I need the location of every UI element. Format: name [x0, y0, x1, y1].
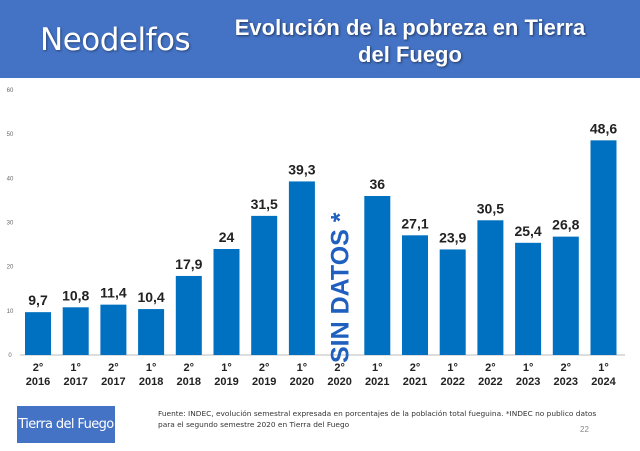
- data-label: 48,6: [590, 120, 617, 136]
- bar: [175, 275, 202, 355]
- y-tick-label: 0: [8, 353, 12, 359]
- bar: [100, 304, 127, 355]
- bar: [515, 242, 542, 355]
- x-tick-label: 2°: [410, 362, 421, 374]
- y-tick-label: 20: [7, 265, 14, 271]
- bar: [552, 236, 579, 355]
- page-number: 22: [580, 425, 589, 434]
- bar: [288, 181, 315, 355]
- x-tick-label: 2017: [101, 376, 125, 388]
- data-label: 10,8: [62, 287, 89, 303]
- data-label: 26,8: [552, 217, 579, 233]
- x-tick-label: 2021: [365, 376, 389, 388]
- bar: [477, 220, 504, 355]
- x-tick-label: 2°: [334, 362, 345, 374]
- x-tick-label: 2°: [561, 362, 572, 374]
- x-tick-label: 2°: [485, 362, 496, 374]
- x-tick-label: 2°: [259, 362, 270, 374]
- bar: [439, 249, 466, 355]
- x-tick-label: 2023: [554, 376, 578, 388]
- bar: [364, 196, 391, 355]
- x-tick-label: 2018: [177, 376, 201, 388]
- bar-chart: 0 10 20 30 40 50 60 9,7 2° 2016 10,8 1° 2017 11,4 2° 20…: [7, 88, 625, 388]
- x-tick-label: 1°: [372, 362, 383, 374]
- brand-logo: Neodelfos: [40, 22, 191, 58]
- x-tick-label: 2°: [184, 362, 195, 374]
- y-tick-label: 50: [7, 132, 14, 138]
- data-label: 39,3: [288, 161, 315, 177]
- bar: [402, 235, 428, 355]
- x-tick-label: 1°: [447, 362, 458, 374]
- x-tick-label: 2021: [403, 376, 427, 388]
- x-tick-label: 2019: [214, 376, 238, 388]
- bar: [138, 309, 165, 355]
- x-tick-label: 1°: [70, 362, 81, 374]
- data-label: 24: [219, 229, 235, 245]
- x-tick-label: 2018: [139, 376, 163, 388]
- x-tick-label: 2°: [108, 362, 119, 374]
- x-tick-label: 2017: [63, 376, 87, 388]
- source-note: Fuente: INDEC, evolución semestral expre…: [158, 409, 597, 429]
- no-data-annotation: SIN DATOS *: [327, 212, 355, 363]
- x-tick-label: 2°: [33, 362, 44, 374]
- data-label: 9,7: [28, 292, 48, 308]
- bar: [251, 215, 278, 355]
- bar: [213, 249, 240, 355]
- x-tick-label: 1°: [598, 362, 609, 374]
- bar: [590, 140, 617, 355]
- data-label: 25,4: [514, 223, 541, 239]
- y-tick-label: 10: [7, 309, 14, 315]
- bar: [25, 312, 51, 355]
- y-tick-label: 40: [7, 176, 14, 182]
- header-banner: Neodelfos Evolución de la pobreza en Tie…: [0, 0, 640, 78]
- data-label: 30,5: [477, 200, 504, 216]
- x-tick-label: 2023: [516, 376, 540, 388]
- data-label: 31,5: [251, 196, 278, 212]
- x-tick-label: 1°: [146, 362, 157, 374]
- bar: [62, 307, 89, 355]
- data-label: 23,9: [439, 229, 466, 245]
- y-tick-label: 60: [7, 88, 14, 94]
- page-title: Evolución de la pobreza en Tierra del Fu…: [234, 15, 586, 67]
- x-tick-label: 2019: [252, 376, 276, 388]
- x-tick-label: 1°: [523, 362, 534, 374]
- x-tick-label: 1°: [221, 362, 232, 374]
- x-tick-label: 2022: [478, 376, 502, 388]
- x-tick-label: 1°: [297, 362, 308, 374]
- data-label: 17,9: [175, 256, 202, 272]
- data-label: 36: [370, 176, 386, 192]
- x-tick-label: 2022: [440, 376, 464, 388]
- x-tick-label: 2024: [591, 376, 616, 388]
- x-tick-label: 2016: [26, 376, 50, 388]
- data-label: 11,4: [100, 285, 127, 301]
- data-label: 10,4: [137, 289, 164, 305]
- legend-label-box: Tierra del Fuego: [17, 406, 115, 443]
- y-tick-label: 30: [7, 221, 14, 227]
- x-tick-label: 2020: [290, 376, 314, 388]
- x-tick-label: 2020: [327, 376, 351, 388]
- data-label: 27,1: [401, 215, 428, 231]
